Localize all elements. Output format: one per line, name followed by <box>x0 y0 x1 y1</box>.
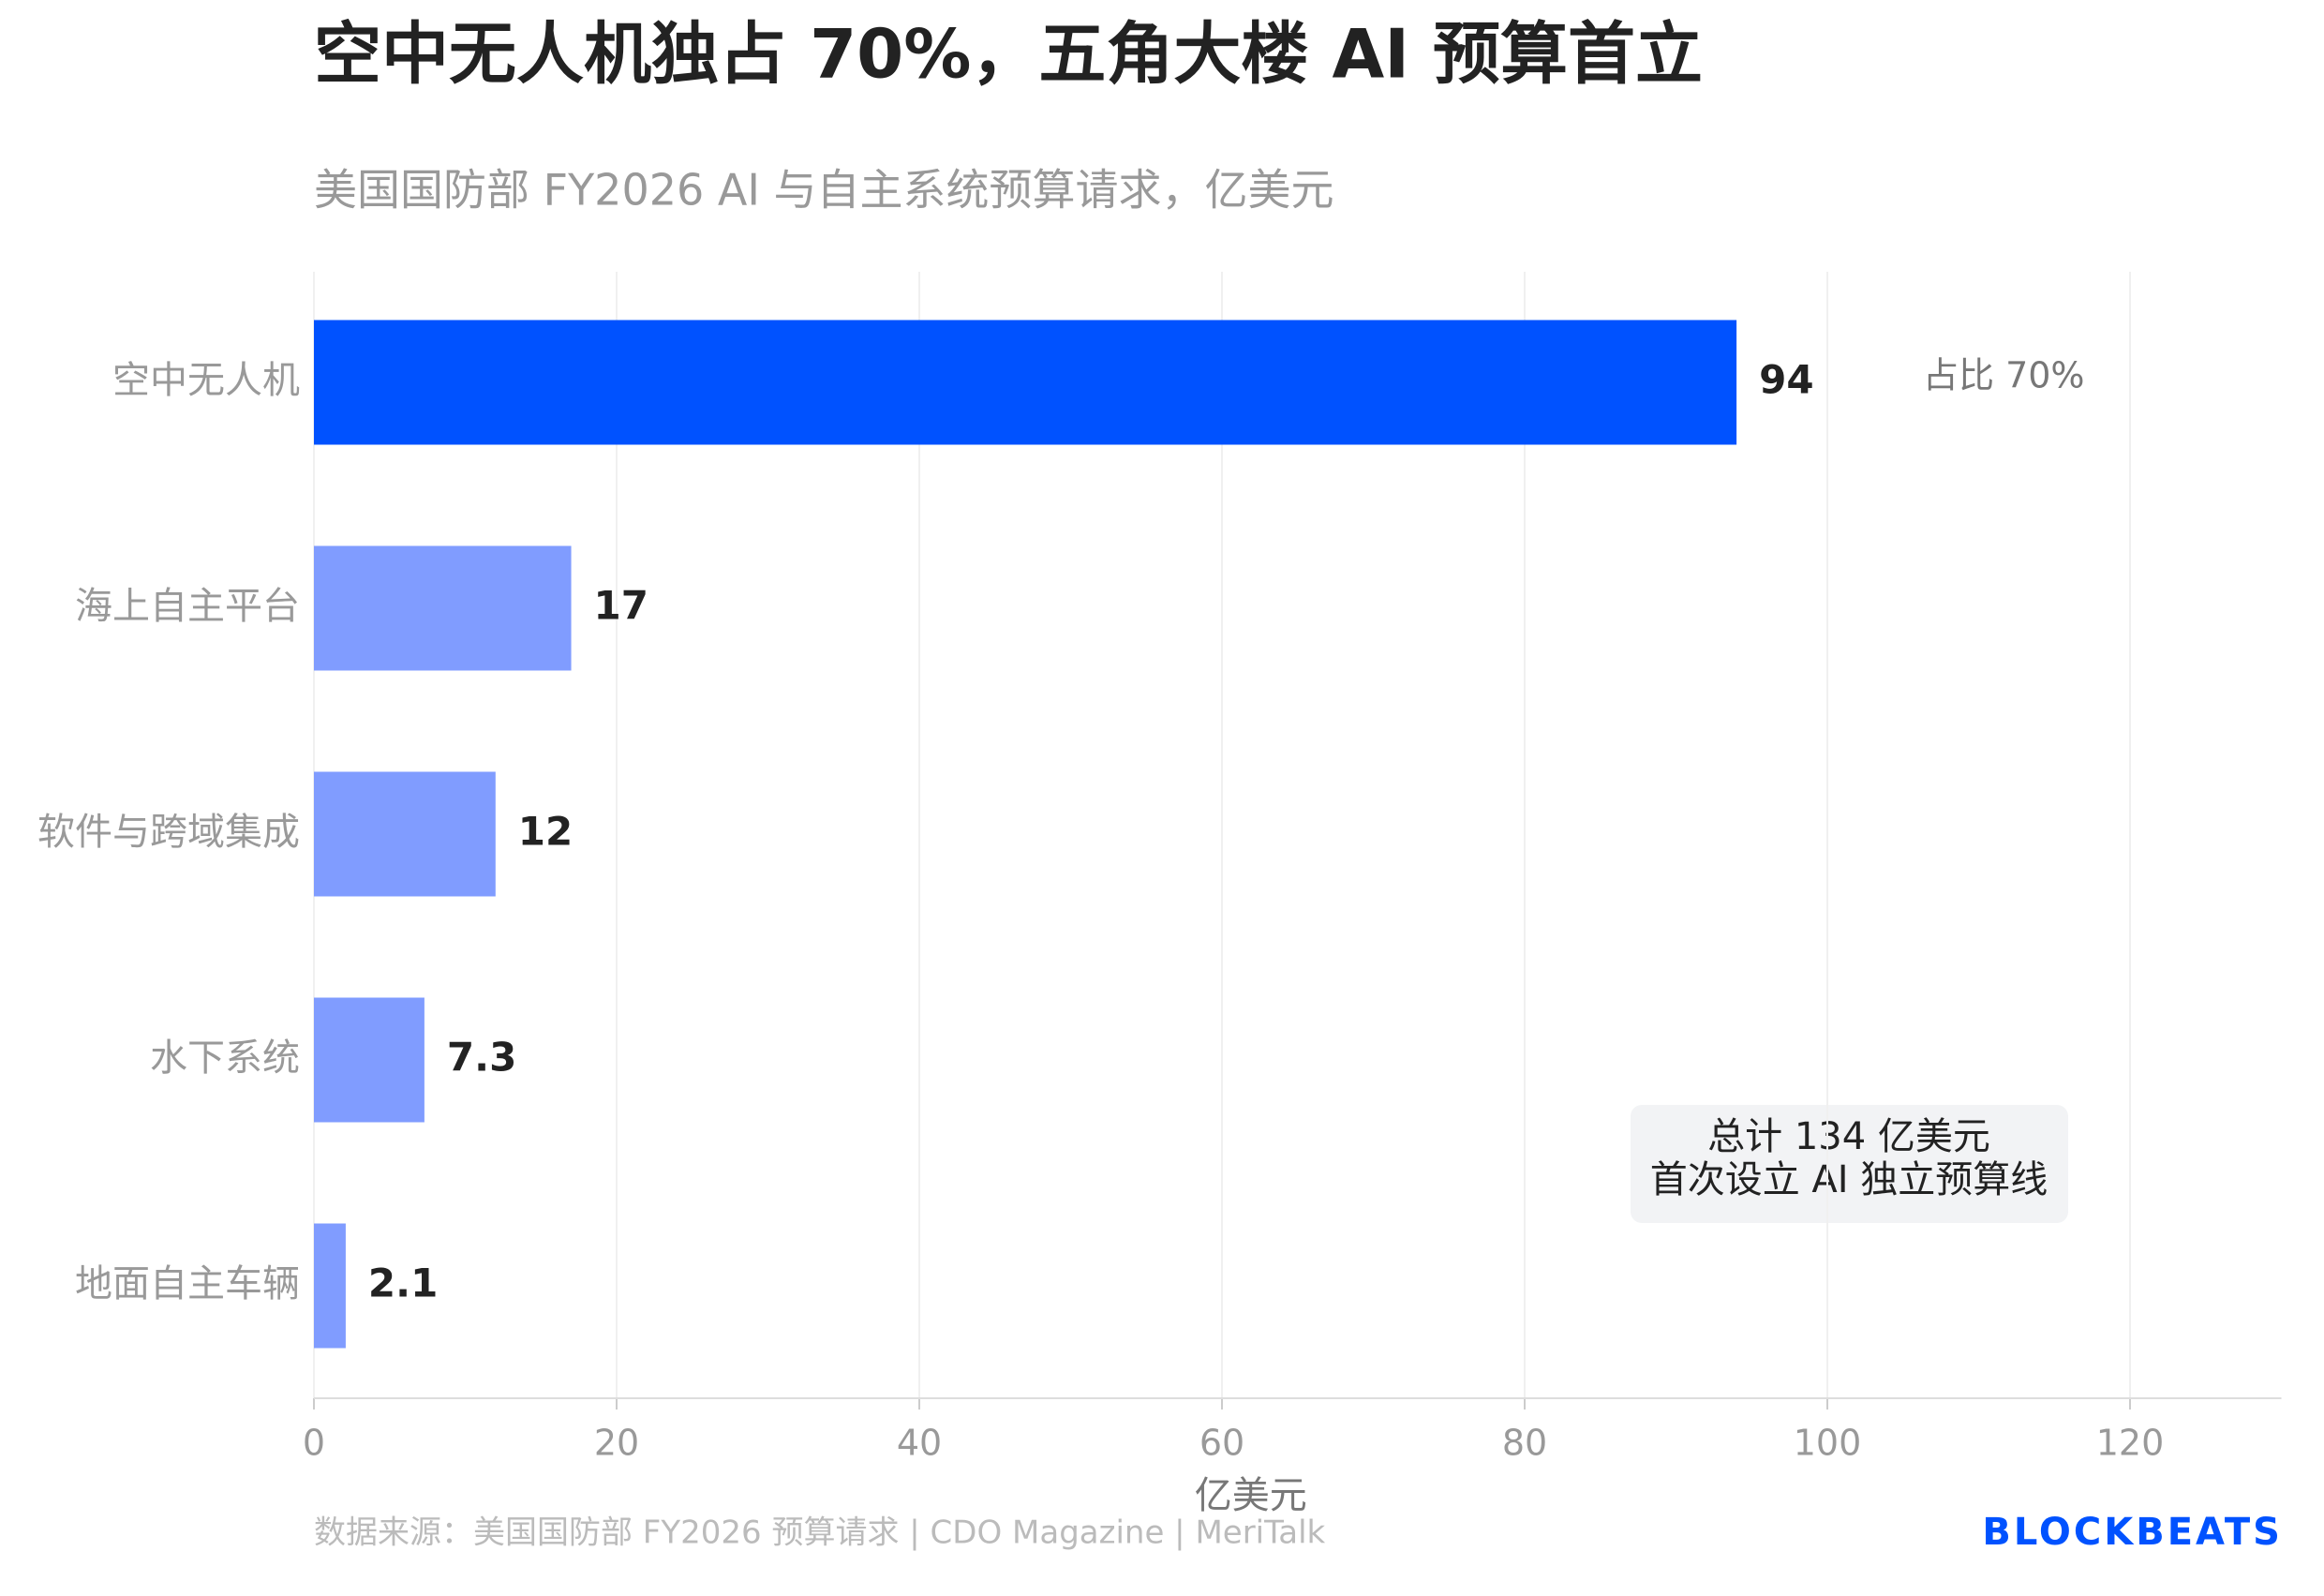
x-tick-label: 0 <box>303 1423 325 1464</box>
x-tick-label: 100 <box>1794 1423 1862 1464</box>
chart-title: 空中无人机独占 70%，五角大楼 AI 预算首立 <box>314 15 1703 94</box>
value-label: 94 <box>1759 357 1813 403</box>
x-tick-label: 120 <box>2096 1423 2165 1464</box>
bar <box>314 771 496 897</box>
x-tick-label: 60 <box>1199 1423 1244 1464</box>
y-tick-label: 海上自主平台 <box>75 585 300 628</box>
note-line: 总计 134 亿美元 <box>1707 1115 1990 1158</box>
value-label: 7.3 <box>447 1035 516 1081</box>
x-axis-label: 亿美元 <box>1195 1474 1307 1517</box>
value-label: 17 <box>594 583 648 629</box>
y-tick-label: 软件与跨域集成 <box>37 811 300 854</box>
x-tick-label: 80 <box>1502 1423 1547 1464</box>
bar <box>314 997 425 1123</box>
x-tick-label: 40 <box>897 1423 942 1464</box>
note-box <box>1631 1105 2068 1223</box>
bar <box>314 545 572 671</box>
value-label: 2.1 <box>368 1260 438 1306</box>
chart-subtitle: 美国国防部 FY2026 AI 与自主系统预算请求，亿美元 <box>314 165 1334 216</box>
y-tick-label: 水下系统 <box>150 1037 300 1080</box>
y-tick-label: 空中无人机 <box>112 359 300 402</box>
value-label: 12 <box>518 809 573 855</box>
brand: BLOCKBEATS <box>1982 1511 2283 1554</box>
bar <box>314 320 1737 445</box>
source: 数据来源：美国国防部 FY2026 预算请求 | CDO Magazine | … <box>314 1514 1326 1552</box>
bar-annotation: 占比 70% <box>1923 355 2085 396</box>
note-line: 首次设立 AI 独立预算线 <box>1650 1158 2048 1201</box>
bar <box>314 1223 346 1349</box>
x-tick-label: 20 <box>594 1423 639 1464</box>
y-tick-label: 地面自主车辆 <box>75 1262 300 1305</box>
